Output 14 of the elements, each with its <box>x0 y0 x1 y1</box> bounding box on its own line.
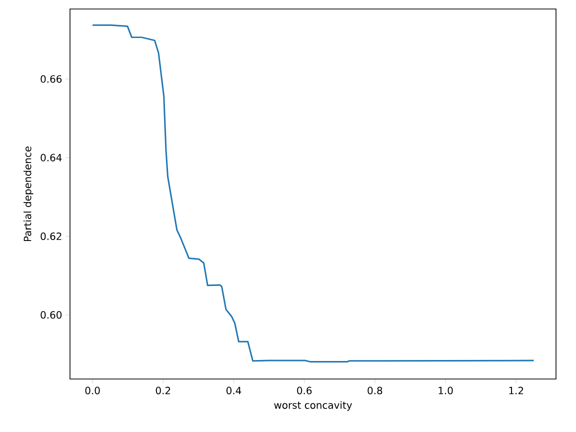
y-tick-label: 0.62 <box>40 232 62 240</box>
x-tick-label: 0.0 <box>85 386 100 394</box>
x-tick-label: 0.4 <box>226 386 242 394</box>
x-tick-label: 0.6 <box>297 386 312 394</box>
y-axis-title: Partial dependence <box>24 146 34 242</box>
x-tick-label: 1.0 <box>438 386 453 394</box>
y-tick-label: 0.64 <box>40 154 62 162</box>
x-tick-label: 0.2 <box>156 386 170 394</box>
y-tick-label: 0.60 <box>40 311 62 319</box>
y-tick-label: 0.66 <box>40 75 62 83</box>
x-tick-label: 0.8 <box>368 386 382 394</box>
x-axis-title: worst concavity <box>274 401 352 411</box>
line-series <box>92 24 535 362</box>
x-tick-label: 1.2 <box>509 386 524 394</box>
